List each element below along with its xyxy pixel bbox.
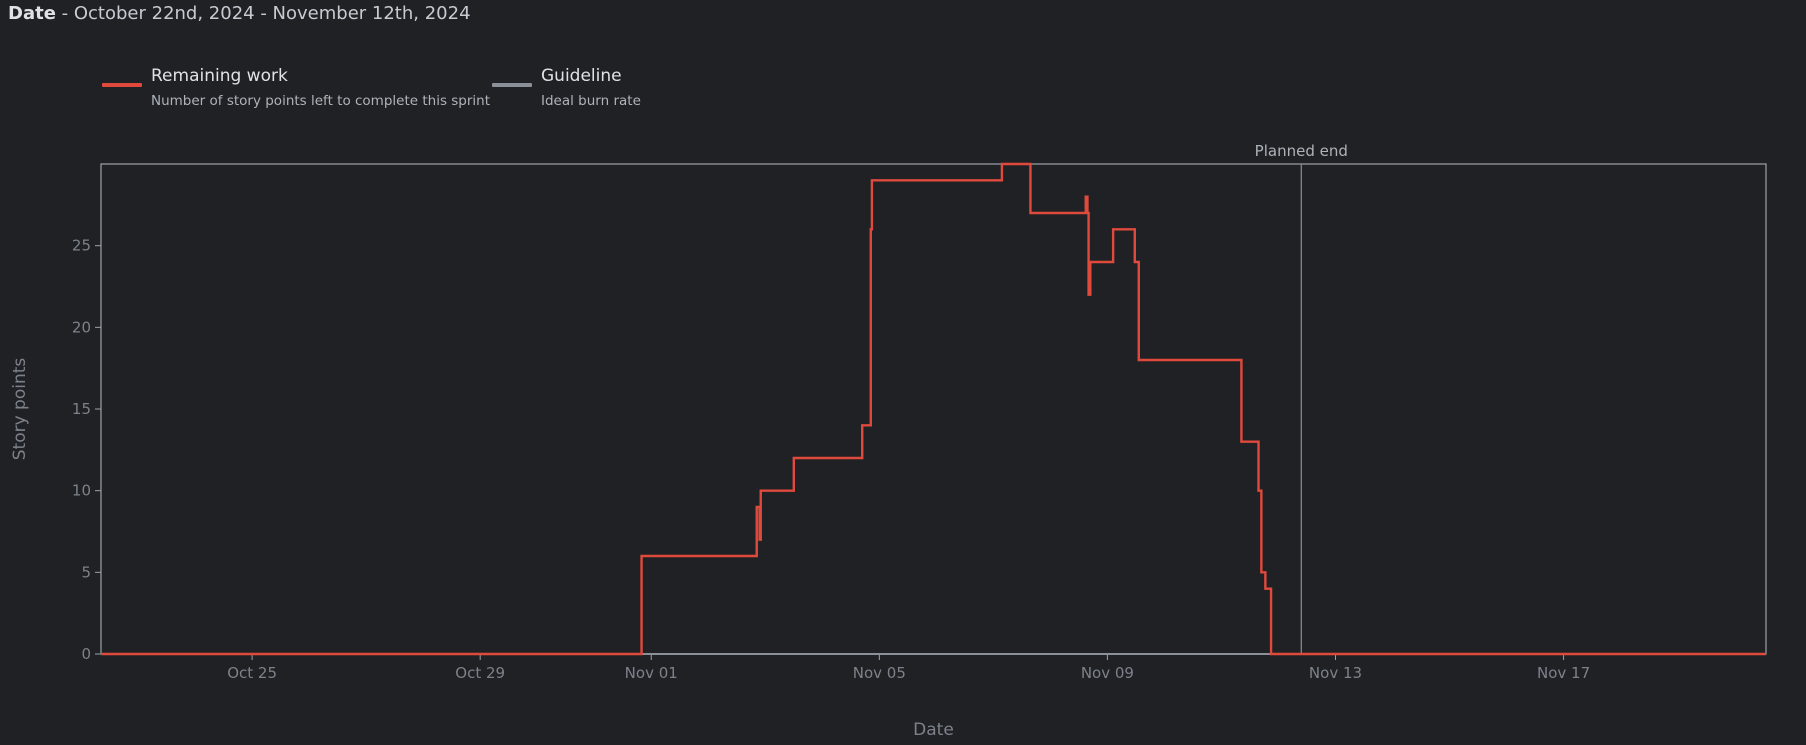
date-label: Date — [8, 3, 56, 24]
legend-swatch-guideline — [492, 83, 532, 87]
legend-description-remaining-work: Number of story points left to complete … — [151, 93, 491, 109]
date-range-value: October 22nd, 2024 - November 12th, 2024 — [73, 3, 471, 24]
legend-swatch-remaining-work — [102, 83, 142, 87]
y-tick-label: 0 — [81, 645, 91, 663]
legend-title-remaining-work: Remaining work — [151, 66, 288, 86]
planned-end-label: Planned end — [1255, 142, 1348, 160]
y-tick-label: 20 — [72, 318, 91, 336]
y-tick-label: 5 — [81, 563, 91, 581]
x-tick-label: Nov 01 — [625, 664, 678, 682]
date-range-header: Date - October 22nd, 2024 - November 12t… — [8, 3, 471, 24]
y-tick-label: 10 — [72, 482, 91, 500]
x-tick-label: Nov 09 — [1081, 664, 1134, 682]
y-tick-label: 25 — [72, 237, 91, 255]
y-tick-label: 15 — [72, 400, 91, 418]
y-axis-title: Story points — [10, 358, 30, 461]
x-tick-label: Nov 13 — [1309, 664, 1362, 682]
x-tick-label: Oct 25 — [227, 664, 277, 682]
date-separator: - — [55, 3, 74, 24]
remaining-work-series-line — [101, 162, 1766, 656]
plot-frame — [100, 163, 1767, 655]
x-tick-label: Nov 17 — [1537, 664, 1590, 682]
x-tick-label: Nov 05 — [853, 664, 906, 682]
x-tick-label: Oct 29 — [455, 664, 505, 682]
legend-title-guideline: Guideline — [541, 66, 622, 86]
legend-description-guideline: Ideal burn rate — [541, 93, 641, 109]
x-axis-title: Date — [913, 720, 954, 740]
